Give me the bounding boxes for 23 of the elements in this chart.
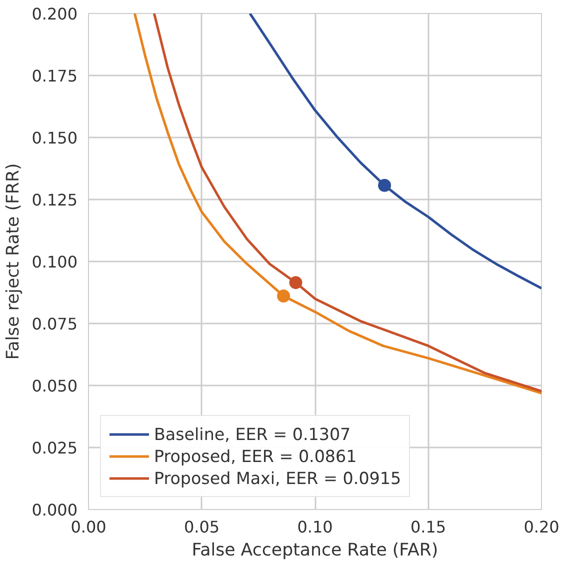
x-tick-label: 0.15 (410, 518, 446, 536)
y-tick-label: 0.200 (32, 4, 78, 24)
y-tick-label: 0.050 (32, 376, 78, 396)
x-axis-title: False Acceptance Rate (FAR) (192, 540, 438, 560)
y-tick-label: 0.150 (32, 128, 78, 148)
point (277, 289, 290, 302)
point (378, 178, 392, 192)
x-tick-label: 0.20 (524, 518, 560, 536)
y-axis-title: False reject Rate (FRR) (4, 163, 24, 360)
x-tick-label: 0.10 (297, 518, 333, 536)
legend-label: Proposed Maxi, EER = 0.0915 (154, 468, 402, 488)
y-tick-label: 0.025 (32, 438, 78, 458)
y-tick-label: 0.175 (32, 66, 78, 86)
x-tick-label: 0.05 (184, 518, 220, 536)
y-tick-label: 0.125 (32, 190, 78, 210)
x-tick-label: 0.00 (70, 518, 106, 536)
line-series (248, 14, 542, 290)
y-tick-label: 0.075 (32, 314, 78, 334)
y-tick-label: 0.100 (32, 252, 78, 272)
y-tick-label: 0.000 (32, 500, 78, 520)
legend-label: Baseline, EER = 0.1307 (154, 424, 351, 444)
point (289, 276, 302, 290)
legend-label: Proposed, EER = 0.0861 (154, 446, 357, 466)
